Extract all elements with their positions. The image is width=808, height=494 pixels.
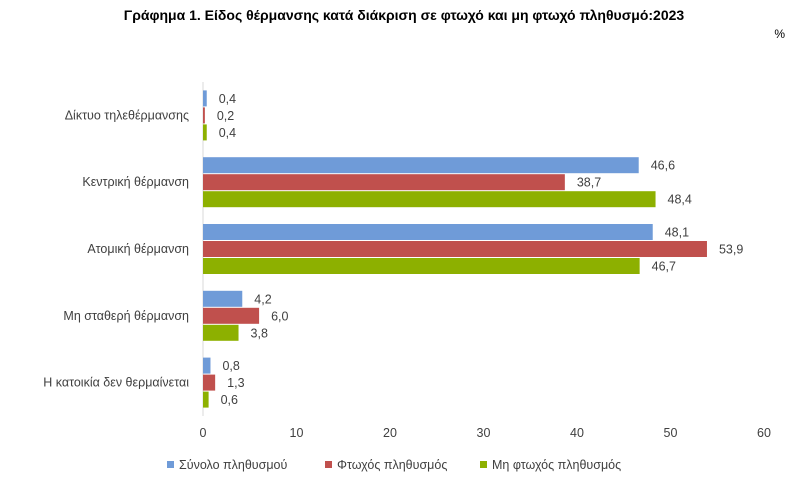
category-label: Ατομική θέρμανση (87, 242, 189, 256)
data-label: 46,6 (651, 159, 675, 173)
data-label: 46,7 (652, 260, 676, 274)
data-label: 0,6 (221, 393, 238, 407)
category-label: Η κατοικία δεν θερμαίνεται (43, 376, 189, 390)
legend-swatch (480, 461, 487, 468)
data-label: 38,7 (577, 176, 601, 190)
bar (203, 258, 640, 274)
bar (203, 324, 239, 341)
x-tick-label: 40 (570, 426, 584, 440)
x-tick-label: 0 (200, 426, 207, 440)
bar (203, 357, 211, 374)
x-tick-label: 50 (664, 426, 678, 440)
legend-label: Σύνολο πληθυσμού (179, 458, 287, 472)
legend: Σύνολο πληθυσμού Φτωχός πληθυσμός Μη φτωχό… (167, 458, 621, 472)
category-label: Κεντρική θέρμανση (82, 175, 189, 189)
data-label: 0,2 (217, 109, 234, 123)
bar (203, 124, 207, 141)
data-label: 6,0 (271, 309, 288, 323)
data-label: 4,2 (254, 292, 271, 306)
data-label: 48,1 (665, 226, 689, 240)
x-tick-label: 30 (477, 426, 491, 440)
x-tick-label: 60 (757, 426, 771, 440)
data-label: 53,9 (719, 243, 743, 257)
plot-area: Δίκτυο τηλεθέρμανσης 0,4 0,2 0,4 Κεντρική θέ… (43, 82, 771, 440)
bar (203, 174, 565, 191)
chart-title: Γράφημα 1. Είδος θέρμανσης κατά διάκριση… (124, 7, 685, 23)
x-tick-label: 20 (383, 426, 397, 440)
bar (203, 374, 216, 391)
unit-label: % (774, 27, 785, 41)
data-label: 0,4 (219, 92, 236, 106)
data-label: 48,4 (668, 193, 692, 207)
x-tick-label: 10 (290, 426, 304, 440)
data-label: 0,4 (219, 126, 236, 140)
bar (203, 157, 639, 174)
legend-swatch (167, 461, 174, 468)
bar (203, 90, 207, 107)
data-label: 3,8 (251, 326, 268, 340)
legend-label: Φτωχός πληθυσμός (337, 458, 447, 472)
category-label: Μη σταθερή θέρμανση (63, 309, 189, 323)
bar (203, 107, 205, 124)
bar (203, 191, 656, 208)
data-label: 1,3 (227, 376, 244, 390)
bar (203, 391, 209, 408)
bar (203, 241, 707, 257)
category-label: Δίκτυο τηλεθέρμανσης (65, 108, 189, 122)
bar (203, 224, 653, 240)
data-label: 0,8 (222, 359, 239, 373)
bar (203, 290, 243, 307)
legend-label: Μη φτωχός πληθυσμός (492, 458, 621, 472)
legend-swatch (325, 461, 332, 468)
bar (203, 307, 260, 324)
